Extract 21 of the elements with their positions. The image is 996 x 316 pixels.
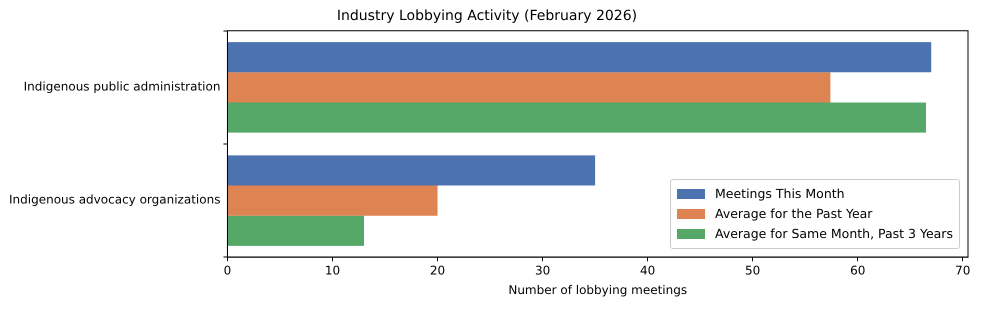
bar xyxy=(228,72,830,102)
x-tick-label: 0 xyxy=(224,264,232,278)
x-tick-label: 30 xyxy=(534,264,550,278)
x-tick-label: 40 xyxy=(640,264,656,278)
bar xyxy=(228,155,596,186)
bar xyxy=(228,102,926,133)
bar xyxy=(228,42,932,72)
legend-label: Average for Same Month, Past 3 Years xyxy=(715,225,953,244)
x-axis-title: Number of lobbying meetings xyxy=(508,282,688,297)
x-tick-label: 70 xyxy=(955,264,970,278)
x-tick-label: 60 xyxy=(850,264,866,278)
bar xyxy=(228,216,364,246)
y-tick-label: Indigenous public administration xyxy=(24,80,220,94)
x-tick-label: 10 xyxy=(324,264,340,278)
y-tick-label: Indigenous advocacy organizations xyxy=(8,192,220,207)
x-tick-label: 20 xyxy=(430,264,446,278)
bar xyxy=(228,186,438,216)
chart-title: Industry Lobbying Activity (February 2026) xyxy=(336,8,638,24)
x-tick-label: 50 xyxy=(745,264,760,278)
legend-label: Meetings This Month xyxy=(715,185,845,204)
legend-label: Average for the Past Year xyxy=(715,205,872,224)
